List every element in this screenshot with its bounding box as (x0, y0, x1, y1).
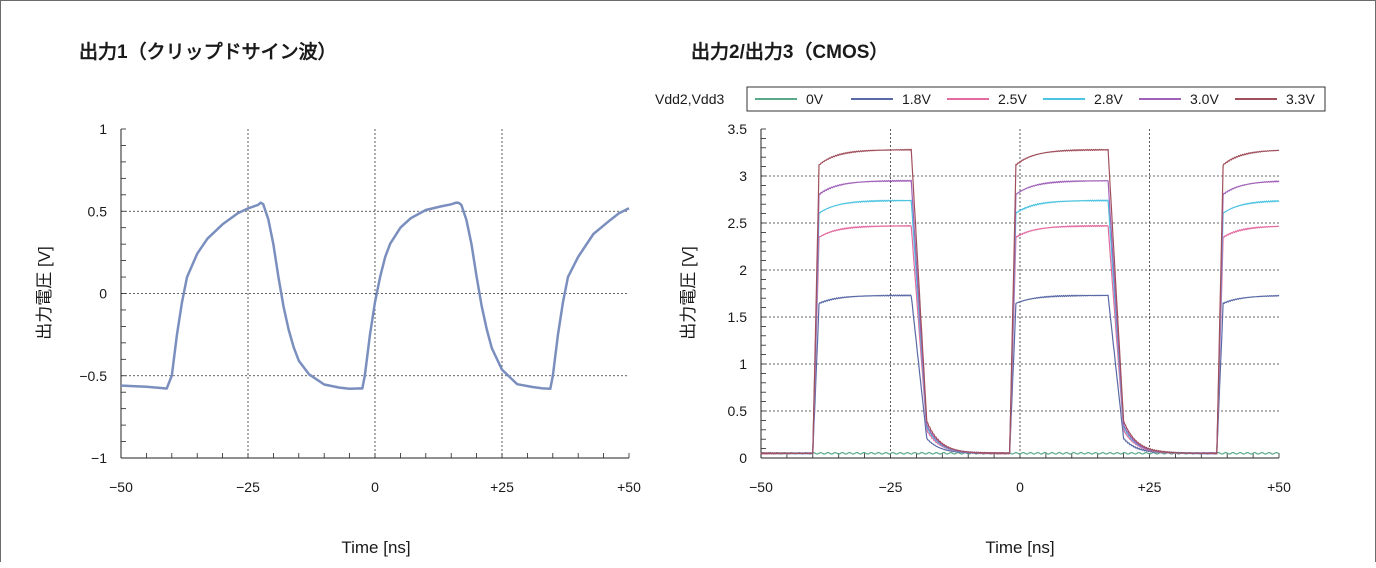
y-tick-label: 2.5 (728, 215, 748, 231)
series-line-clipped-sine (120, 201, 630, 391)
chart2-y-axis-title: 出力電圧 [V] (679, 246, 698, 340)
x-tick-label: +25 (490, 479, 514, 495)
chart2-x-axis-title: Time [ns] (985, 538, 1054, 557)
x-tick-label: +50 (617, 479, 641, 495)
x-tick-label: +50 (1267, 479, 1291, 495)
chart2-plot: −50 −25 0 +25 +50 0 0.5 1 1.5 2 2.5 3 3.5 (728, 121, 1292, 495)
y-tick-label: 0.5 (88, 203, 108, 219)
x-tick-label: −50 (749, 479, 773, 495)
legend-entry-label: 0V (806, 91, 824, 107)
legend-box (746, 86, 1326, 112)
x-tick-label: −25 (236, 479, 260, 495)
chart1-y-axis-title: 出力電圧 [V] (35, 246, 54, 340)
legend-entry-label: 2.5V (998, 91, 1027, 107)
y-tick-label: −1 (91, 450, 107, 466)
chart1-x-axis-title: Time [ns] (341, 538, 410, 557)
series-line-3-3v (760, 148, 1280, 455)
chart2-title: 出力2/出力3（CMOS） (691, 40, 888, 63)
y-tick-label: 1 (739, 356, 747, 372)
chart1-title: 出力1（クリップドサイン波） (79, 40, 337, 63)
legend-entry-label: 3.0V (1190, 91, 1219, 107)
y-tick-label: 3.5 (728, 121, 748, 137)
y-tick-label: −0.5 (79, 368, 107, 384)
x-tick-label: 0 (1016, 479, 1024, 495)
legend-entry-label: 1.8V (902, 91, 931, 107)
y-tick-label: 3 (739, 168, 747, 184)
legend-entry-label: 3.3V (1286, 91, 1315, 107)
y-tick-label: 2 (739, 262, 747, 278)
chart1-plot: −50 −25 0 +25 +50 −1 −0.5 0 0.5 1 (79, 121, 641, 495)
y-tick-label: 0.5 (728, 403, 748, 419)
y-tick-label: 0 (739, 450, 747, 466)
y-tick-label: 1.5 (728, 309, 748, 325)
x-tick-label: −25 (879, 479, 903, 495)
legend-label: Vdd2,Vdd3 (655, 91, 724, 107)
series-line-2-5v (760, 224, 1280, 455)
y-tick-label: 0 (99, 286, 107, 302)
x-tick-label: +25 (1138, 479, 1162, 495)
legend: 0V 1.8V 2.5V 2.8V 3.0V 3.3V (755, 91, 1315, 107)
y-tick-label: 1 (99, 121, 107, 137)
x-tick-label: −50 (109, 479, 133, 495)
legend-entry-label: 2.8V (1094, 91, 1123, 107)
x-tick-label: 0 (371, 479, 379, 495)
